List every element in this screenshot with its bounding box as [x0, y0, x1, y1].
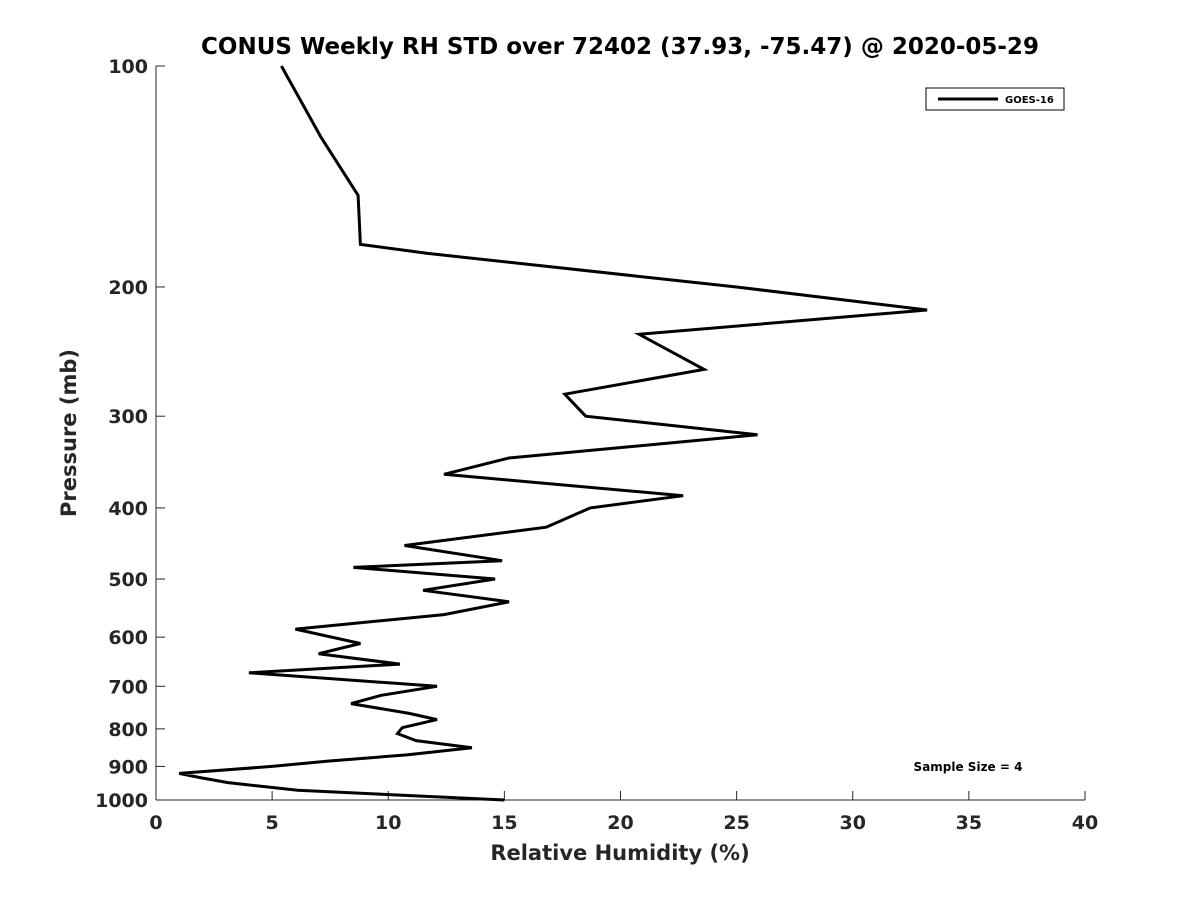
chart-title: CONUS Weekly RH STD over 72402 (37.93, -…	[201, 34, 1039, 60]
y-tick-label: 900	[108, 756, 148, 778]
y-tick-label: 300	[108, 406, 148, 428]
legend-entry: GOES-16	[1005, 95, 1054, 106]
y-tick-label: 400	[108, 498, 148, 520]
y-tick-label: 1000	[95, 790, 148, 812]
x-tick-label: 15	[491, 812, 517, 834]
sample-size-annotation: Sample Size = 4	[914, 760, 1023, 774]
y-tick-label: 700	[108, 676, 148, 698]
y-tick-label: 100	[108, 56, 148, 78]
x-tick-label: 25	[723, 812, 749, 834]
x-tick-label: 10	[375, 812, 401, 834]
x-axis-label: Relative Humidity (%)	[490, 841, 749, 865]
x-tick-label: 35	[956, 812, 982, 834]
y-tick-label: 600	[108, 627, 148, 649]
ticks: 0 5 10 15 20 25 30 35 40 100 200 300 400 500 600 700 800…	[95, 56, 1098, 834]
y-axis-label: Pressure (mb)	[57, 349, 81, 517]
x-tick-label: 0	[149, 812, 162, 834]
axes	[155, 66, 1085, 801]
y-tick-label: 800	[108, 719, 148, 741]
x-tick-label: 30	[840, 812, 866, 834]
series-line-goes-16	[178, 65, 928, 802]
y-tick-label: 500	[108, 569, 148, 591]
series-layer	[178, 65, 928, 802]
y-tick-label: 200	[108, 277, 148, 299]
legend: GOES-16	[925, 87, 1065, 111]
x-tick-label: 40	[1072, 812, 1098, 834]
x-tick-label: 5	[266, 812, 279, 834]
x-tick-label: 20	[607, 812, 633, 834]
